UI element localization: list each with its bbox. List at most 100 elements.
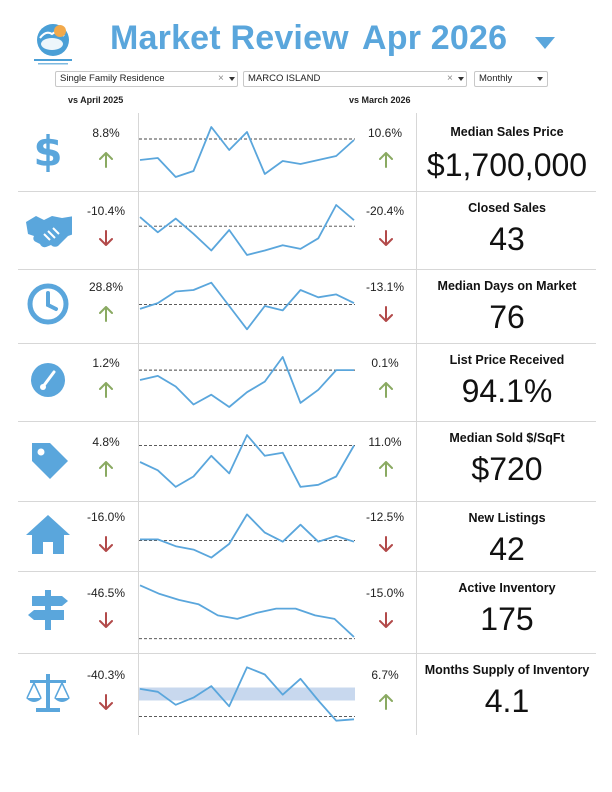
- mom-arrow-down-icon: [379, 536, 393, 552]
- trend-sparkline[interactable]: [139, 198, 355, 262]
- signpost-icon: [22, 586, 74, 634]
- period-value: Monthly: [479, 73, 513, 84]
- trend-sparkline[interactable]: [139, 660, 355, 728]
- metric-label: New Listings: [468, 511, 546, 525]
- metric-row[interactable]: $8.8% 10.6% Median Sales Price $1,700,000: [18, 113, 596, 191]
- metric-value: 43: [489, 221, 525, 257]
- yoy-change: -46.5%: [86, 586, 126, 600]
- metric-value: 175: [480, 601, 534, 637]
- metric-row[interactable]: -46.5% -15.0% Active Inventory 175: [18, 571, 596, 653]
- yoy-arrow-down-icon: [99, 694, 113, 710]
- metric-row[interactable]: -16.0% -12.5% New Listings 42: [18, 501, 596, 571]
- mom-arrow-down-icon: [379, 612, 393, 628]
- balance-scale-icon: [22, 668, 74, 716]
- yoy-change: 4.8%: [92, 435, 120, 449]
- house-icon: [22, 510, 74, 558]
- mom-arrow-up-icon: [379, 382, 393, 398]
- trend-sparkline[interactable]: [139, 350, 355, 414]
- company-logo: [34, 24, 72, 65]
- metric-value: 76: [489, 299, 525, 335]
- yoy-arrow-down-icon: [99, 536, 113, 552]
- filter-bar: Single Family Residence × MARCO ISLAND ×…: [0, 71, 612, 87]
- metric-value: 4.1: [484, 683, 530, 719]
- trend-line: [139, 126, 355, 178]
- metric-row[interactable]: -10.4% -20.4% Closed Sales 43: [18, 191, 596, 269]
- metric-row[interactable]: 1.2% 0.1% List Price Received 94.1%: [18, 343, 596, 421]
- metric-row[interactable]: 4.8% 11.0% Median Sold $/SqFt $720: [18, 421, 596, 501]
- trend-sparkline[interactable]: [139, 428, 355, 494]
- trend-sparkline[interactable]: [139, 120, 355, 184]
- row-divider: [18, 571, 596, 572]
- clear-area-icon[interactable]: ×: [447, 73, 453, 84]
- yoy-header: vs April 2025: [68, 95, 124, 105]
- handshake-icon: [22, 204, 74, 252]
- row-divider: [18, 421, 596, 422]
- period-select[interactable]: Monthly: [474, 71, 548, 87]
- mom-change: 0.1%: [371, 356, 399, 370]
- trend-sparkline[interactable]: [139, 578, 355, 646]
- row-divider: [18, 501, 596, 502]
- mom-arrow-up-icon: [379, 461, 393, 477]
- yoy-arrow-up-icon: [99, 382, 113, 398]
- yoy-change: -16.0%: [86, 510, 126, 524]
- trend-line: [139, 666, 355, 722]
- clear-property-type-icon[interactable]: ×: [218, 73, 224, 84]
- metric-label: Active Inventory: [458, 581, 556, 595]
- trend-line: [139, 356, 354, 408]
- mom-arrow-down-icon: [379, 306, 393, 322]
- trend-line: [139, 434, 355, 488]
- dollar-icon: $: [22, 126, 74, 174]
- mom-change: 6.7%: [371, 668, 399, 682]
- property-type-select[interactable]: Single Family Residence ×: [55, 71, 238, 87]
- metric-value: 42: [489, 531, 525, 567]
- mom-change: 11.0%: [368, 435, 402, 449]
- trend-line: [139, 281, 355, 331]
- chevron-down-icon[interactable]: [229, 77, 235, 81]
- trend-sparkline[interactable]: [139, 508, 355, 564]
- area-select[interactable]: MARCO ISLAND ×: [243, 71, 467, 87]
- gauge-icon: [22, 356, 74, 404]
- yoy-arrow-down-icon: [99, 612, 113, 628]
- trend-line: [139, 584, 355, 638]
- row-divider: [18, 653, 596, 654]
- mom-arrow-down-icon: [379, 230, 393, 246]
- page-title: Market Review: [110, 19, 349, 57]
- yoy-change: -40.3%: [86, 668, 126, 682]
- chevron-down-icon[interactable]: [458, 77, 464, 81]
- mom-change: -20.4%: [365, 204, 405, 218]
- metric-row[interactable]: -40.3% 6.7% Months Supply of Inventory 4.1: [18, 653, 596, 735]
- trend-line: [140, 513, 355, 559]
- trend-sparkline[interactable]: [139, 276, 355, 336]
- yoy-change: 28.8%: [88, 280, 124, 294]
- svg-text:$: $: [33, 127, 62, 174]
- trend-line: [139, 204, 355, 256]
- normal-range-band: [139, 687, 355, 701]
- metric-label: List Price Received: [449, 353, 565, 367]
- yoy-change: 1.2%: [92, 356, 120, 370]
- mom-change: -13.1%: [365, 280, 405, 294]
- metrics-grid: $8.8% 10.6% Median Sales Price $1,700,000 -1…: [18, 113, 596, 735]
- row-divider: [18, 269, 596, 270]
- chevron-down-icon[interactable]: [537, 77, 543, 81]
- area-value: MARCO ISLAND: [248, 73, 321, 84]
- yoy-arrow-up-icon: [99, 461, 113, 477]
- property-type-value: Single Family Residence: [60, 73, 165, 84]
- row-divider: [18, 343, 596, 344]
- column-divider: [416, 113, 417, 735]
- metric-label: Closed Sales: [468, 201, 546, 215]
- header: Market Review Apr 2026: [0, 0, 612, 70]
- mom-change: 10.6%: [367, 126, 403, 140]
- metric-row[interactable]: 28.8% -13.1% Median Days on Market 76: [18, 269, 596, 343]
- column-divider: [138, 113, 139, 735]
- yoy-arrow-up-icon: [99, 306, 113, 322]
- metric-label: Median Days on Market: [437, 279, 577, 293]
- clock-icon: [22, 280, 74, 328]
- mom-arrow-up-icon: [379, 152, 393, 168]
- yoy-arrow-down-icon: [99, 230, 113, 246]
- month-dropdown-chevron-icon[interactable]: [534, 36, 556, 50]
- price-tag-icon: [22, 435, 74, 483]
- metric-value: 94.1%: [461, 373, 553, 409]
- yoy-change: -10.4%: [86, 204, 126, 218]
- mom-arrow-up-icon: [379, 694, 393, 710]
- metric-label: Median Sales Price: [450, 125, 564, 139]
